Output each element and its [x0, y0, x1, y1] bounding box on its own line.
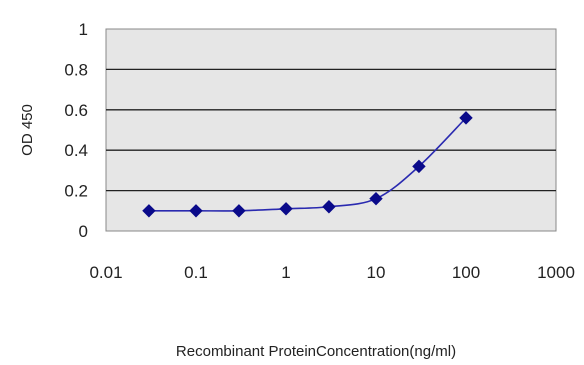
y-tick-labels: 0 0.2 0.4 0.6 0.8 1: [64, 20, 88, 241]
x-tick-label: 0.1: [184, 263, 208, 282]
y-axis-title: OD 450: [19, 104, 36, 156]
y-tick-label: 0: [79, 222, 88, 241]
x-tick-label: 100: [452, 263, 480, 282]
plot-area: [105, 28, 557, 232]
x-tick-label: 0.01: [89, 263, 122, 282]
data-point-1: [189, 204, 203, 218]
x-tick-label: 1: [281, 263, 290, 282]
y-tick-label: 1: [79, 20, 88, 39]
data-point-4: [322, 200, 336, 214]
grid-lines: [106, 68, 556, 192]
data-point-5: [369, 191, 383, 206]
x-tick-label: 10: [367, 263, 386, 282]
data-points: [142, 111, 473, 218]
y-tick-label: 0.6: [64, 101, 88, 120]
data-point-6: [412, 159, 426, 174]
data-point-3: [279, 202, 293, 216]
x-axis-title: Recombinant ProteinConcentration(ng/ml): [176, 343, 456, 360]
data-point-7: [459, 111, 473, 125]
data-point-0: [142, 204, 156, 218]
data-point-2: [232, 204, 246, 218]
y-tick-label: 0.4: [64, 141, 88, 160]
y-tick-label: 0.8: [64, 60, 88, 79]
x-tick-labels: 0.01 0.1 1 10 100 1000: [89, 263, 574, 282]
y-tick-label: 0.2: [64, 182, 88, 201]
x-tick-label: 1000: [537, 263, 575, 282]
